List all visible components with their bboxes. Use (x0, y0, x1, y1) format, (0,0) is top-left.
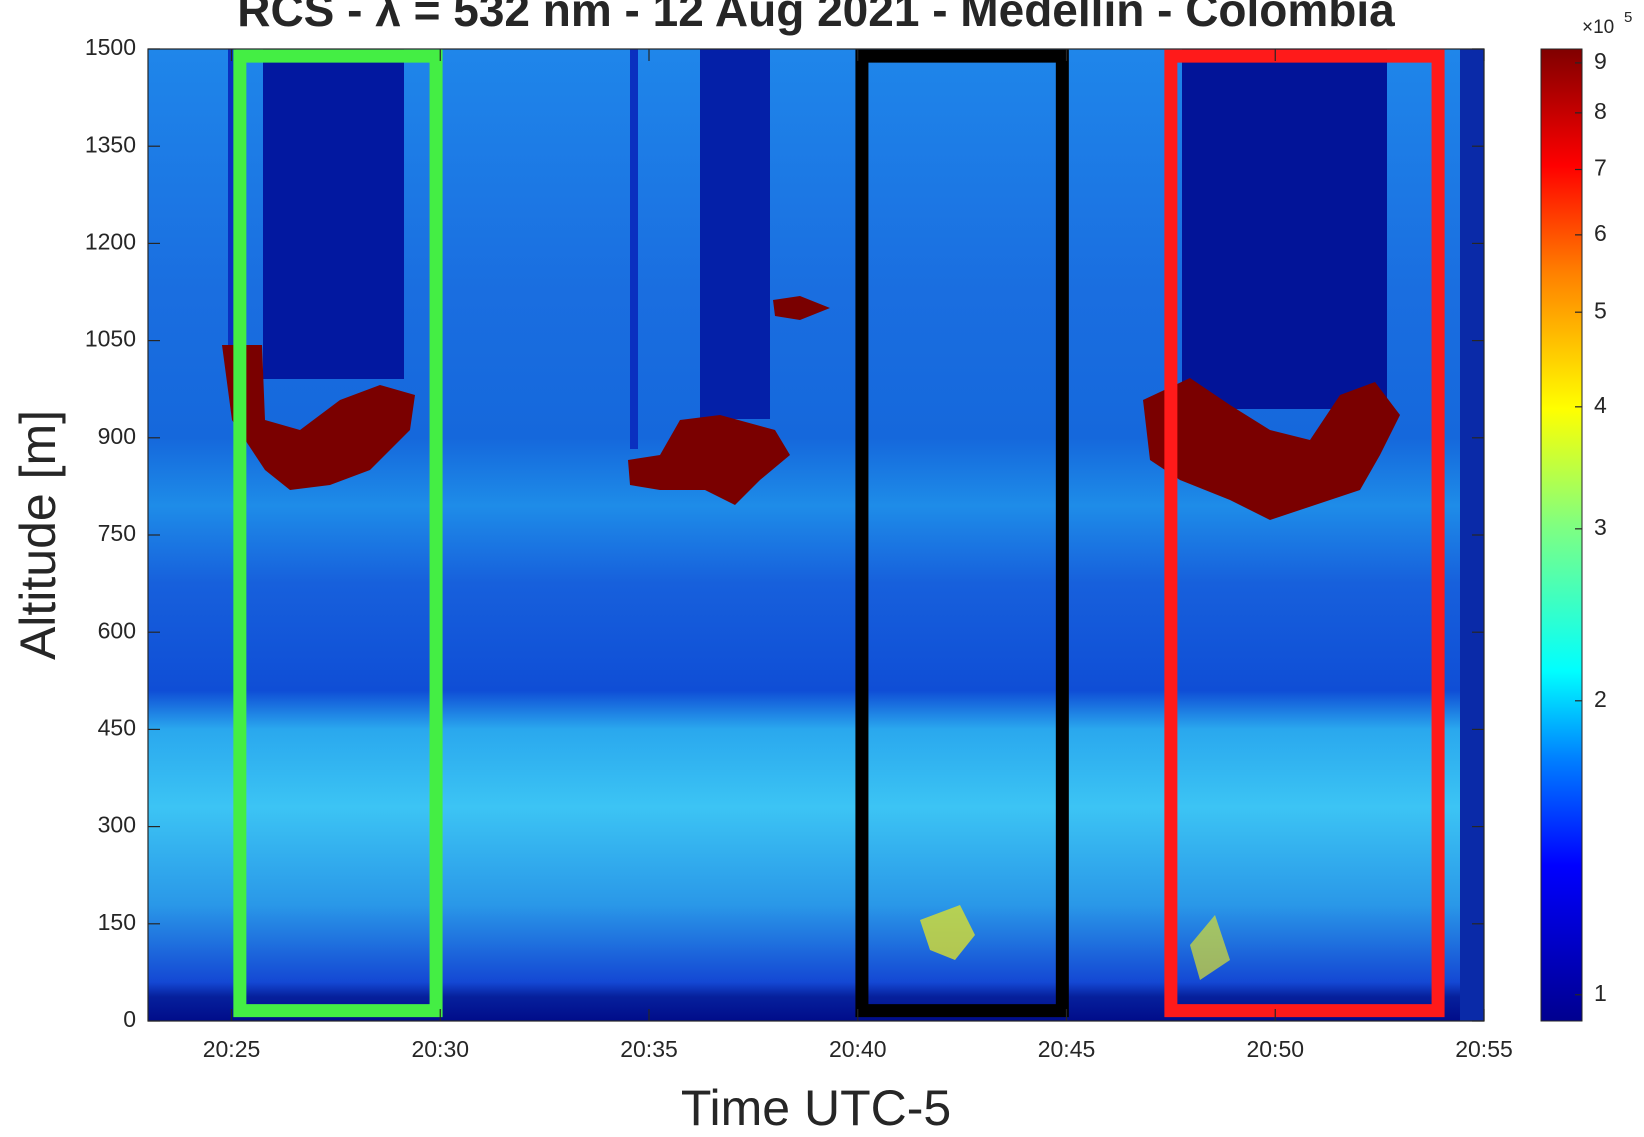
x-tick-label: 20:40 (829, 1036, 887, 1062)
y-tick-label: 900 (98, 423, 136, 449)
y-tick-label: 1050 (85, 326, 136, 352)
y-tick-label: 750 (98, 520, 136, 546)
colorbar-tick-label: 7 (1594, 155, 1607, 181)
x-tick-label: 20:55 (1455, 1036, 1513, 1062)
colorbar (1540, 48, 1583, 1022)
colorbar-multiplier: ×10 (1582, 17, 1614, 38)
y-tick-label: 300 (98, 812, 136, 838)
colorbar-tick-label: 9 (1594, 48, 1607, 74)
cloud-region (222, 345, 415, 490)
aerosol-region (1190, 915, 1230, 980)
heatmap-image (148, 49, 1484, 1021)
colorbar-tick-label: 8 (1594, 98, 1607, 124)
y-tick-label: 1350 (85, 131, 136, 157)
aerosol-region (920, 905, 975, 960)
x-tick-label: 20:35 (620, 1036, 678, 1062)
cloud-region (628, 415, 790, 505)
heatmap-region (700, 49, 770, 419)
y-tick-label: 1200 (85, 228, 136, 254)
colorbar-tick-label: 5 (1594, 297, 1607, 323)
heatmap-region (263, 49, 404, 379)
x-tick-label: 20:45 (1038, 1036, 1096, 1062)
colorbar-exponent: 5 (1624, 9, 1632, 26)
y-tick-label: 150 (98, 909, 136, 935)
colorbar-tick-label: 6 (1594, 220, 1607, 246)
x-tick-label: 20:25 (203, 1036, 261, 1062)
colorbar-tick-label: 3 (1594, 514, 1607, 540)
cloud-region (773, 296, 830, 320)
heatmap-region (630, 49, 638, 449)
chart-title: RCS - λ = 532 nm - 12 Aug 2021 - Medellí… (237, 0, 1395, 36)
y-tick-label: 1500 (85, 34, 136, 60)
y-tick-label: 0 (123, 1006, 136, 1032)
colorbar-tick-label: 2 (1594, 686, 1607, 712)
heatmap-region (228, 49, 236, 379)
y-tick-label: 600 (98, 617, 136, 643)
heatmap-region (1182, 49, 1387, 409)
y-axis-label: Altitude [m] (10, 410, 66, 660)
x-tick-label: 20:30 (411, 1036, 469, 1062)
x-axis-label: Time UTC-5 (681, 1080, 951, 1136)
highlight-box (855, 49, 1069, 1018)
colorbar-tick-label: 4 (1594, 392, 1607, 418)
cloud-region (1143, 378, 1400, 520)
y-tick-label: 450 (98, 714, 136, 740)
x-tick-label: 20:50 (1246, 1036, 1304, 1062)
highlight-box (233, 49, 443, 1018)
highlight-box (1164, 49, 1445, 1018)
colorbar-tick-label: 1 (1594, 980, 1607, 1006)
